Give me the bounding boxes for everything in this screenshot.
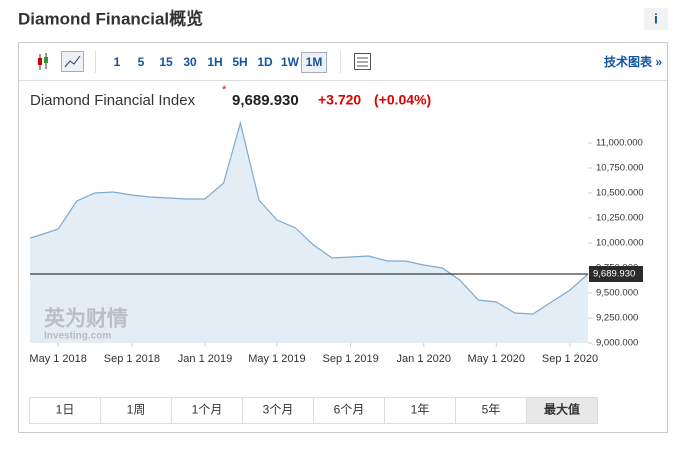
- watermark-site: Investing.com: [44, 331, 111, 342]
- range-tab[interactable]: [526, 397, 598, 424]
- interval-button[interactable]: 1H: [207, 55, 222, 69]
- y-tick-label: 9,000.000: [596, 338, 638, 349]
- range-tab[interactable]: [313, 397, 385, 424]
- quote-change-percent: (+0.04%): [374, 92, 431, 108]
- interval-button[interactable]: 5: [138, 55, 145, 69]
- interval-button[interactable]: 1M: [306, 55, 323, 69]
- range-tab[interactable]: [29, 397, 101, 424]
- current-price-label: 9,689.930: [593, 269, 635, 280]
- widget-frame: [18, 42, 668, 433]
- quote-marker: *: [222, 84, 227, 96]
- x-tick-label: Sep 1 2020: [542, 353, 598, 365]
- y-tick-label: 10,000.000: [596, 238, 644, 249]
- x-tick-label: May 1 2018: [29, 353, 86, 365]
- y-tick-label: 10,500.000: [596, 188, 644, 199]
- range-tab-label[interactable]: 1日: [56, 403, 75, 417]
- advanced-chart-link[interactable]: 技术图表 »: [604, 54, 662, 69]
- info-icon[interactable]: i: [654, 11, 658, 27]
- interval-button[interactable]: 1: [114, 55, 121, 69]
- range-tab-label[interactable]: 最大值: [544, 402, 580, 417]
- current-price-tag: [589, 266, 643, 283]
- interval-button[interactable]: 30: [183, 55, 197, 69]
- range-tab-label[interactable]: 6个月: [334, 403, 365, 417]
- y-tick-label: 10,750.000: [596, 163, 644, 174]
- quote-change: +3.720: [318, 92, 361, 108]
- range-tab-label[interactable]: 1个月: [192, 403, 223, 417]
- y-tick-label: 9,250.000: [596, 313, 638, 324]
- interval-button[interactable]: 1D: [257, 55, 273, 69]
- page-title: Diamond Financial概览: [18, 8, 203, 28]
- x-tick-label: Jan 1 2020: [397, 353, 451, 365]
- info-button[interactable]: [644, 8, 668, 30]
- line-chart-icon[interactable]: [64, 55, 81, 68]
- watermark-brand: 英为财情: [44, 307, 128, 331]
- x-tick-label: Sep 1 2019: [323, 353, 379, 365]
- interval-button[interactable]: 1W: [281, 55, 300, 69]
- range-tab-label[interactable]: 1年: [411, 403, 430, 417]
- x-tick-label: Sep 1 2018: [104, 353, 160, 365]
- x-tick-label: Jan 1 2019: [178, 353, 232, 365]
- y-tick-label: 11,000.000: [596, 138, 643, 149]
- range-tab-label[interactable]: 3个月: [263, 403, 294, 417]
- price-line: [29, 120, 589, 315]
- area-fill: [30, 123, 588, 343]
- candle-icon[interactable]: [38, 53, 48, 70]
- quote-name: Diamond Financial Index: [30, 92, 196, 109]
- y-tick-label: 9,500.000: [596, 288, 638, 299]
- line-chart-button[interactable]: [61, 51, 84, 72]
- interval-button[interactable]: 5H: [232, 55, 247, 69]
- x-tick-label: May 1 2020: [468, 353, 525, 365]
- range-tab-label[interactable]: 1周: [127, 403, 146, 417]
- quote-price: 9,689.930: [232, 92, 299, 109]
- range-tab[interactable]: [171, 397, 243, 424]
- range-tab-label[interactable]: 5年: [482, 403, 501, 417]
- interval-button[interactable]: 15: [159, 55, 173, 69]
- y-tick-label: 10,250.000: [596, 213, 644, 224]
- range-tab[interactable]: [455, 397, 527, 424]
- x-tick-label: May 1 2019: [248, 353, 305, 365]
- interval-selected[interactable]: [301, 52, 327, 73]
